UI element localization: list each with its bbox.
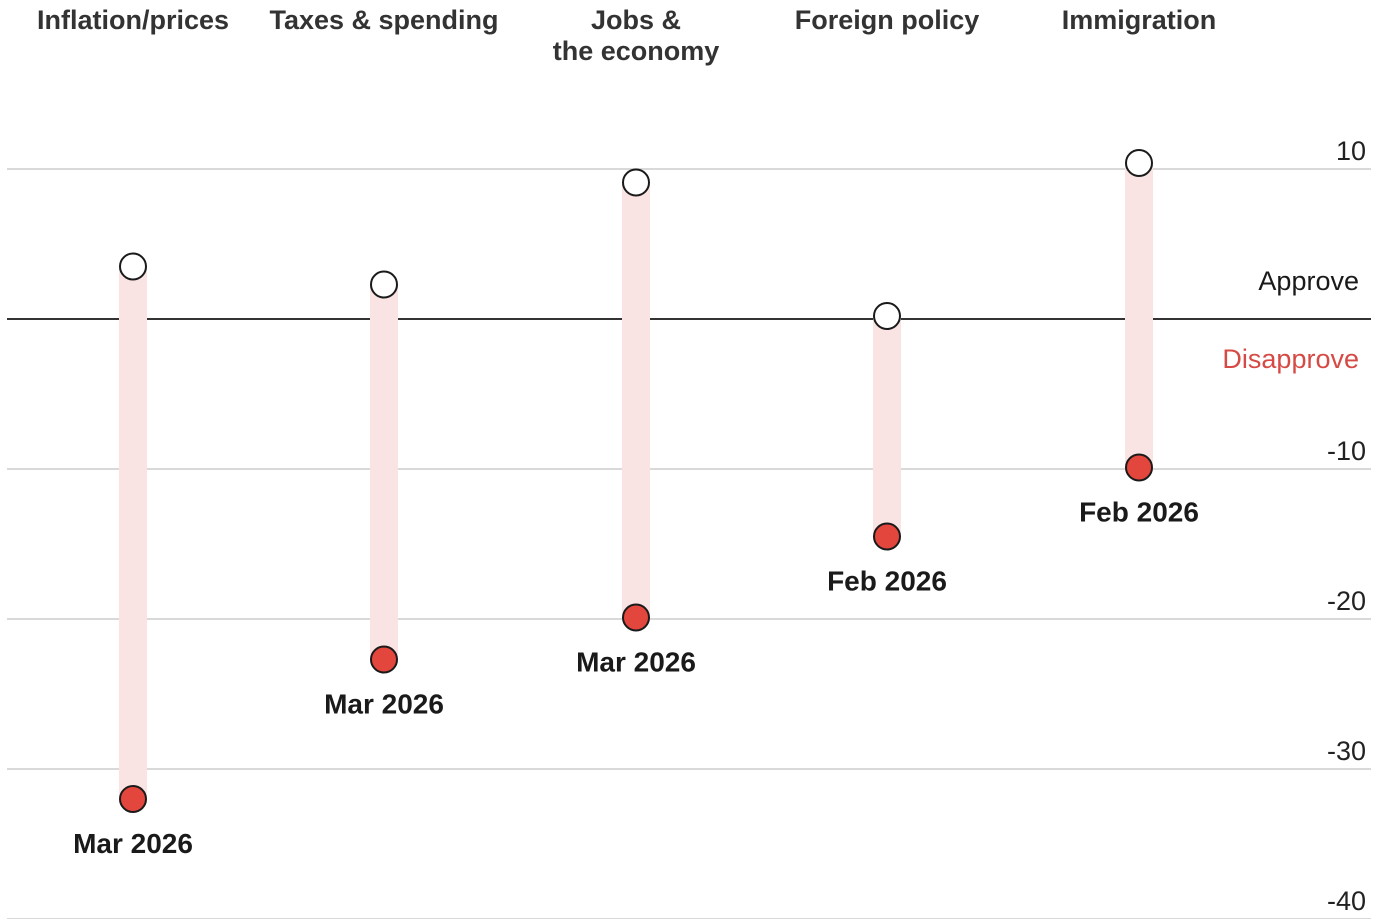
y-tick-label: -10 [1327, 436, 1366, 466]
category-label-line: Foreign policy [795, 5, 980, 35]
approve-dot [1125, 149, 1153, 177]
gridlines [7, 168, 1371, 919]
y-tick-label: -30 [1327, 736, 1366, 766]
zero-line-group: Approve Disapprove [7, 266, 1371, 374]
disapprove-dot [1125, 453, 1153, 482]
category-label-line: the economy [553, 36, 720, 66]
category-label: Jobs & the economy [553, 5, 720, 66]
category-label: Foreign policy [795, 5, 980, 35]
disapprove-dot [622, 603, 650, 632]
category-label-line: Inflation/prices [37, 5, 229, 35]
category-label-line: Taxes & spending [269, 5, 498, 35]
category-label-line: Immigration [1062, 5, 1217, 35]
approve-dot [119, 252, 147, 281]
disapprove-dot [119, 785, 147, 813]
category-label: Inflation/prices [37, 5, 229, 35]
range-bar [370, 284, 398, 660]
range-bar [119, 266, 147, 799]
y-axis-ticks: 10 -10 -20 -30 -40 [1327, 136, 1366, 916]
category-label: Immigration [1062, 5, 1217, 35]
disapprove-dot [370, 645, 398, 674]
date-label: Mar 2026 [73, 828, 193, 859]
disapprove-dot [873, 522, 901, 551]
approve-label: Approve [1258, 266, 1359, 296]
range-bar [1125, 163, 1153, 468]
y-tick-label: -20 [1327, 586, 1366, 616]
date-label: Feb 2026 [1079, 497, 1199, 528]
approve-dot [370, 270, 398, 299]
y-tick-label: 10 [1336, 136, 1366, 166]
date-label: Feb 2026 [827, 566, 947, 597]
approve-dot [622, 168, 650, 197]
category-headers: Inflation/prices Taxes & spending Jobs & th… [37, 5, 1216, 66]
date-label: Mar 2026 [576, 647, 696, 678]
range-bar [622, 182, 650, 618]
disapprove-label: Disapprove [1222, 344, 1359, 374]
category-label: Taxes & spending [269, 5, 498, 35]
approve-dot [873, 302, 901, 330]
category-label-line: Jobs & [591, 5, 681, 35]
date-label: Mar 2026 [324, 689, 444, 720]
y-tick-label: -40 [1327, 886, 1366, 916]
range-bar [873, 316, 901, 537]
chart-marks: Mar 2026 Mar 2026 Mar 2026 Feb 2026 Feb 2026 [73, 149, 1199, 859]
